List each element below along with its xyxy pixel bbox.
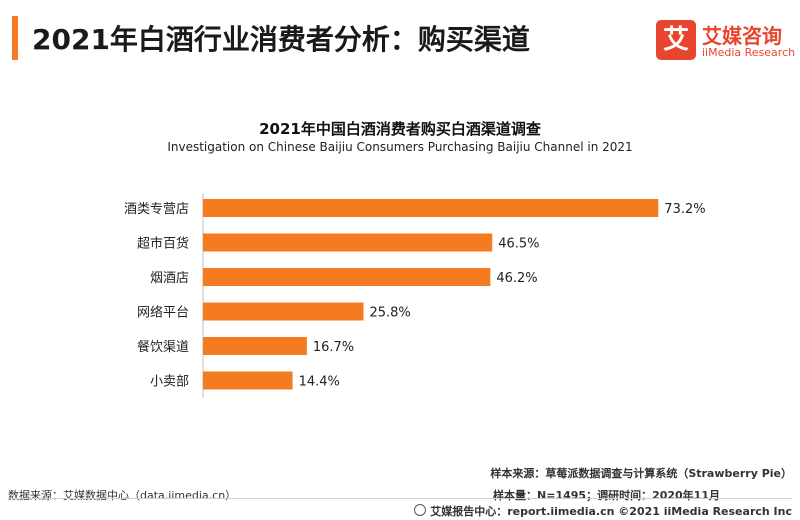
value-label: 16.7% [313,340,354,355]
footer-copyright: 艾媒报告中心：report.iimedia.cn ©2021 iiMedia R… [414,503,792,519]
copyright-text: 艾媒报告中心：report.iimedia.cn ©2021 iiMedia R… [430,505,792,518]
sample-size: 样本量：N=1495；调研时间：2020年11月 [493,489,720,502]
bar [203,302,364,321]
bar [203,337,307,355]
title-accent-bar [12,16,18,60]
page-title: 2021年白酒行业消费者分析：购买渠道 [32,23,530,56]
chart-title: 2021年中国白酒消费者购买白酒渠道调查 [259,120,541,138]
value-label: 46.2% [496,271,537,286]
category-label: 餐饮渠道 [137,339,189,355]
bar [203,371,293,390]
footer-divider [8,498,792,499]
category-label: 网络平台 [137,305,189,321]
value-label: 14.4% [299,375,340,390]
category-label: 酒类专营店 [124,202,189,217]
logo-name-cn: 艾媒咨询 [702,24,782,48]
chart-subtitle: Investigation on Chinese Baijiu Consumer… [167,140,633,154]
bar [203,199,659,217]
logo-icon: 艾 [656,20,696,60]
brand-logo: 艾 艾媒咨询 iiMedia Research [656,20,796,64]
sample-source: 样本来源：草莓派数据调查与计算系统（Strawberry Pie） [490,467,792,480]
category-label: 超市百货 [137,236,189,252]
bar [203,268,491,286]
value-label: 46.5% [498,237,539,252]
bar [203,233,493,252]
logo-name-en: iiMedia Research [702,46,796,59]
value-label: 25.8% [369,306,410,321]
category-label: 小卖部 [150,375,189,390]
globe-icon [414,504,427,516]
data-source: 数据来源：艾媒数据中心（data.iimedia.cn） [8,489,237,502]
category-label: 烟酒店 [150,271,189,286]
value-label: 73.2% [664,202,705,217]
